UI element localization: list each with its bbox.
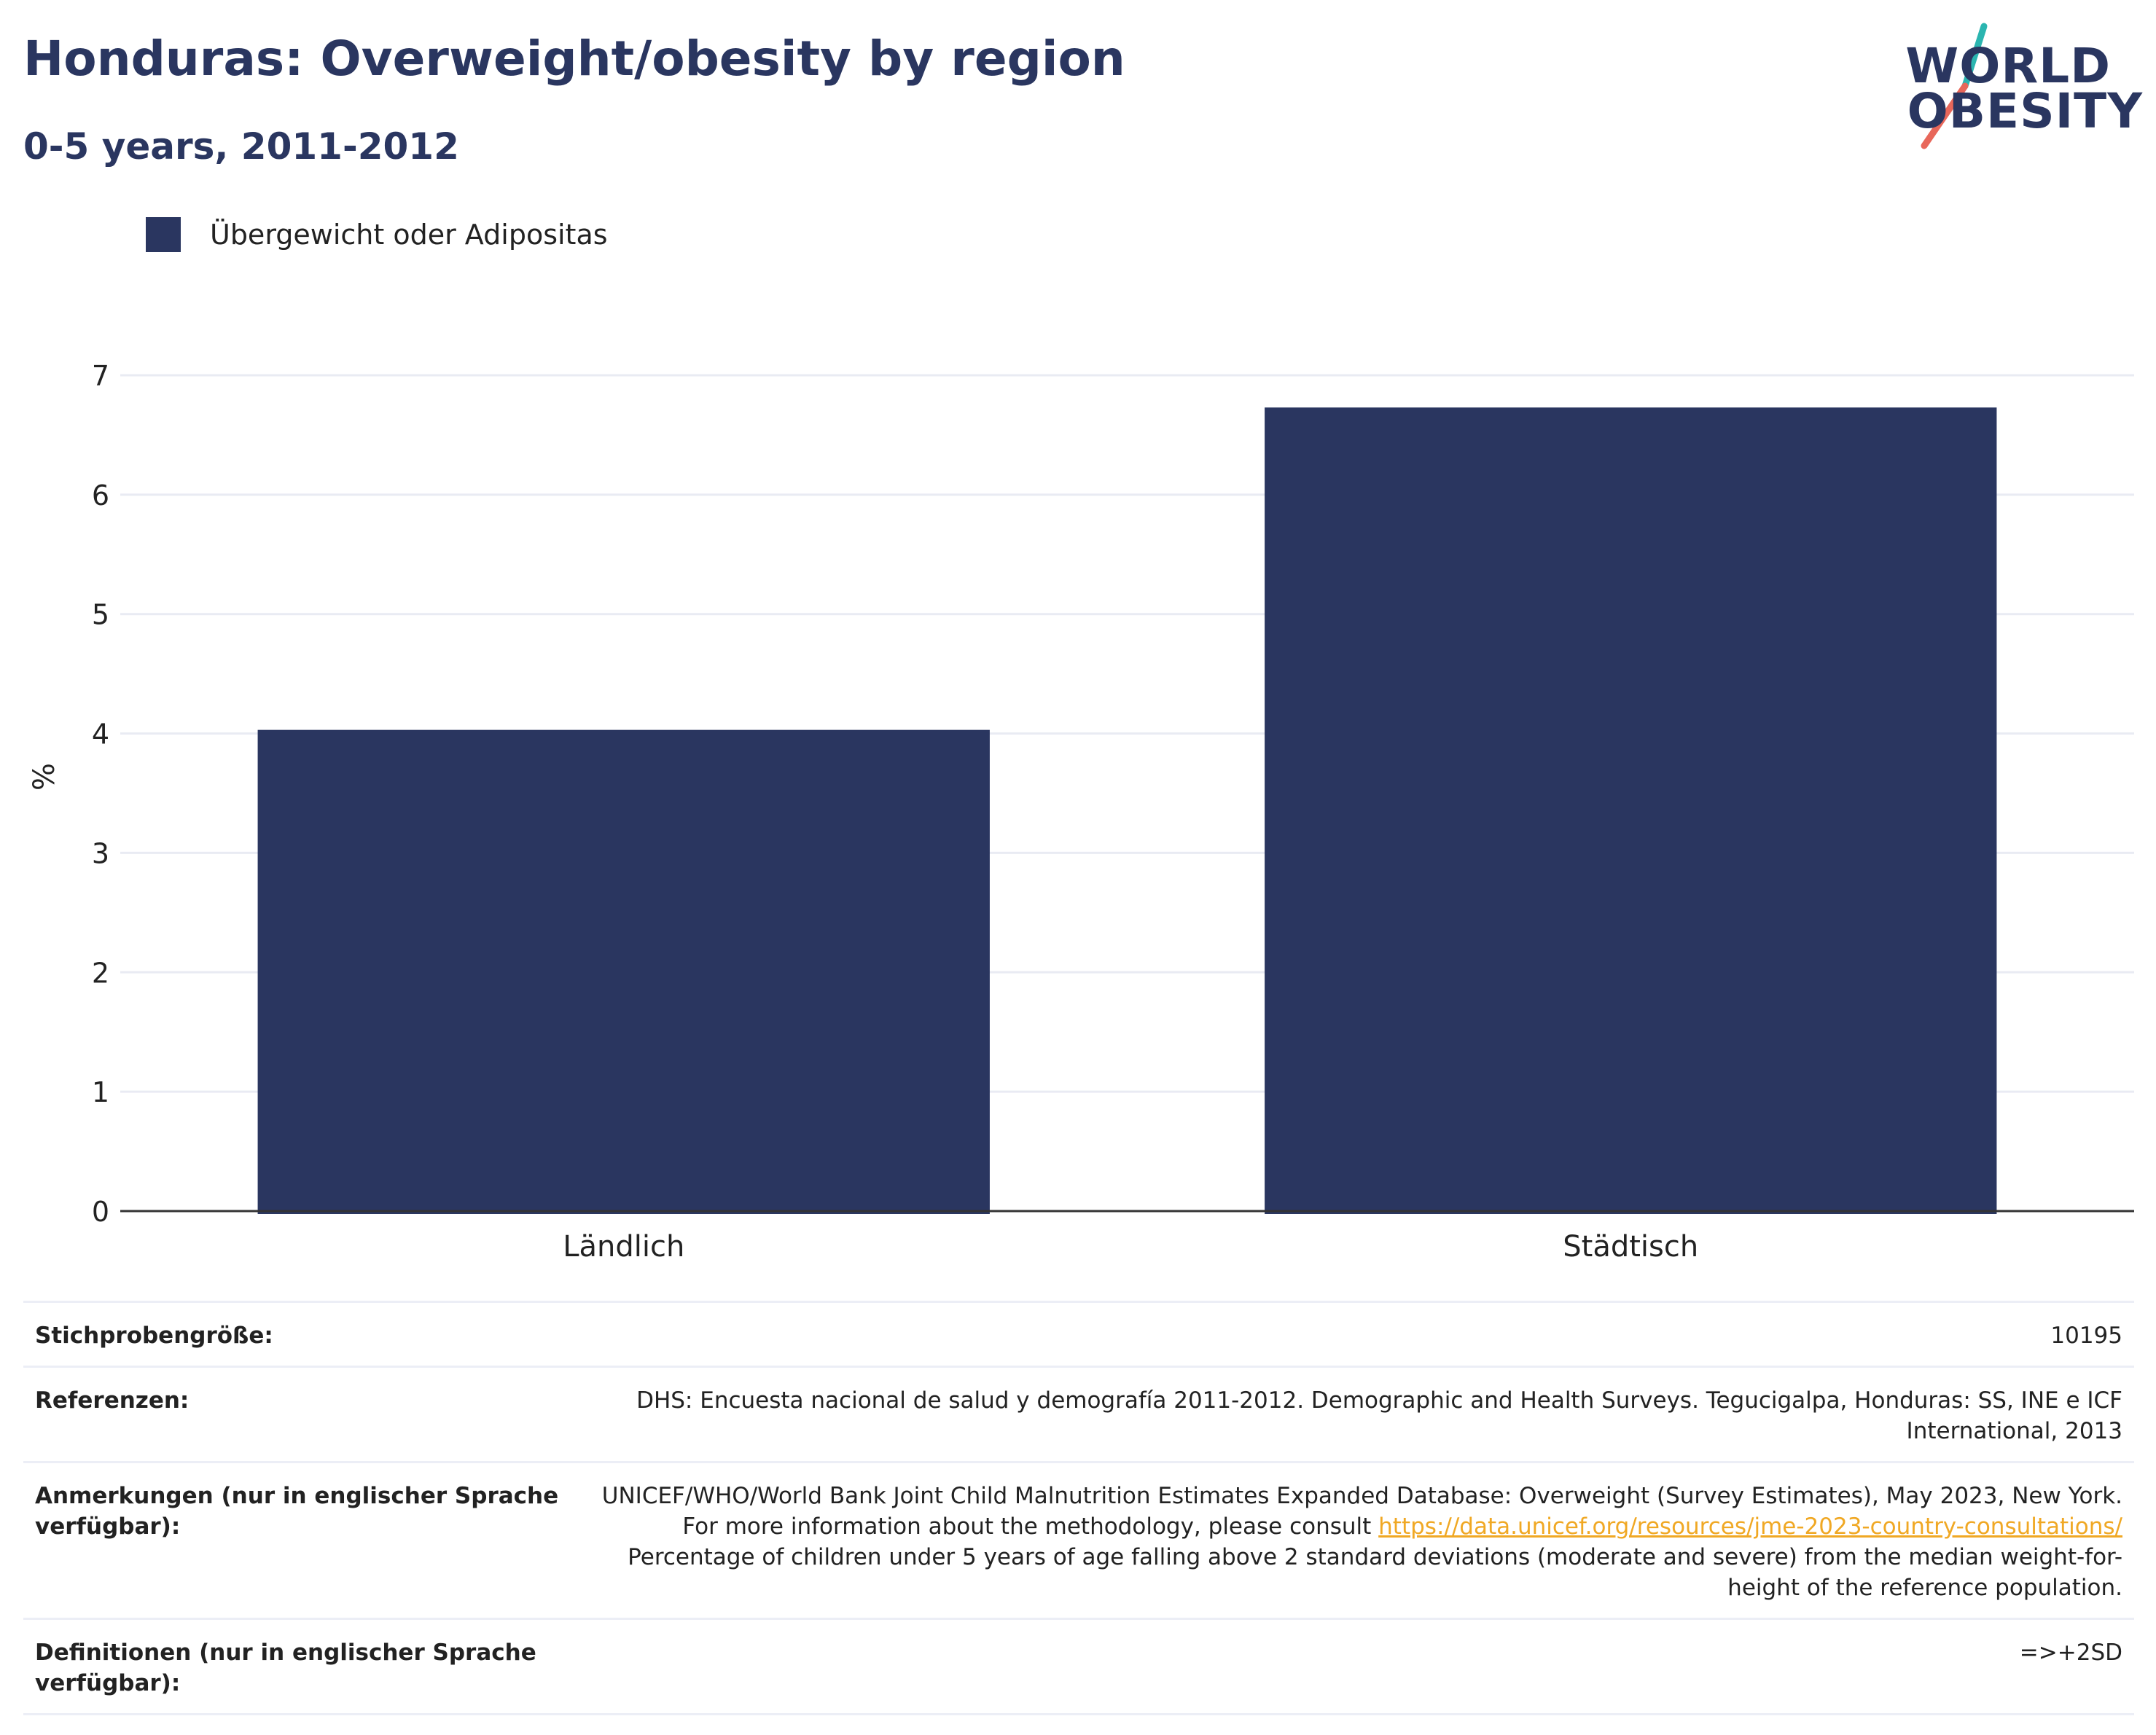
chart-title: Honduras: Overweight/obesity by region xyxy=(23,31,1125,87)
references-value: DHS: Encuesta nacional de salud y demogr… xyxy=(636,1387,2122,1444)
y-tick-label: 3 xyxy=(92,837,109,869)
meta-row-definitions: Definitionen (nur in englischer Sprache … xyxy=(23,1618,2134,1715)
y-tick-label: 2 xyxy=(92,957,109,989)
y-axis-title: % xyxy=(28,762,61,791)
meta-row-sample: Stichprobengröße: 10195 xyxy=(23,1301,2134,1366)
logo-word-world: WORLD xyxy=(1905,38,2111,94)
meta-row-references: Referenzen: DHS: Encuesta nacional de sa… xyxy=(23,1366,2134,1461)
x-tick-label: Ländlich xyxy=(563,1230,684,1264)
legend-swatch xyxy=(146,217,181,252)
chart-legend[interactable]: Übergewicht oder Adipositas xyxy=(146,217,608,252)
references-label: Referenzen: xyxy=(35,1387,190,1414)
legend-label: Übergewicht oder Adipositas xyxy=(210,219,608,251)
world-obesity-logo: WORLD OBESITY xyxy=(1902,22,2143,153)
y-tick-label: 4 xyxy=(92,718,109,751)
bar-laendlich xyxy=(257,729,990,1214)
sample-size-label: Stichprobengröße: xyxy=(35,1323,273,1349)
definitions-value: =>+2SD xyxy=(2019,1640,2122,1666)
notes-value: UNICEF/WHO/World Bank Joint Child Malnut… xyxy=(560,1481,2122,1603)
metadata-table: Stichprobengröße: 10195 Referenzen: DHS:… xyxy=(23,1301,2134,1715)
bar-chart: 0 1 2 3 4 5 6 7 Ländlich Städtisch xyxy=(92,360,2134,1264)
x-tick-label: Städtisch xyxy=(1563,1230,1698,1264)
y-tick-label: 6 xyxy=(92,479,109,512)
y-tick-label: 7 xyxy=(92,360,109,392)
methodology-link[interactable]: https://data.unicef.org/resources/jme-20… xyxy=(1378,1513,2122,1540)
chart-subtitle: 0-5 years, 2011-2012 xyxy=(23,125,459,168)
meta-row-notes: Anmerkungen (nur in englischer Sprache v… xyxy=(23,1461,2134,1618)
y-tick-label: 0 xyxy=(92,1196,109,1228)
logo-word-obesity: OBESITY xyxy=(1907,83,2143,139)
notes-text-2: Percentage of children under 5 years of … xyxy=(628,1544,2122,1601)
sample-size-value: 10195 xyxy=(2050,1323,2122,1349)
y-tick-label: 1 xyxy=(92,1076,109,1108)
notes-label: Anmerkungen (nur in englischer Sprache v… xyxy=(35,1483,559,1540)
logo-slash-icon xyxy=(1921,23,1988,149)
bar-staedtisch xyxy=(1265,407,1997,1214)
definitions-label: Definitionen (nur in englischer Sprache … xyxy=(35,1640,536,1696)
notes-text-1: UNICEF/WHO/World Bank Joint Child Malnut… xyxy=(601,1483,2122,1540)
y-tick-label: 5 xyxy=(92,599,109,631)
